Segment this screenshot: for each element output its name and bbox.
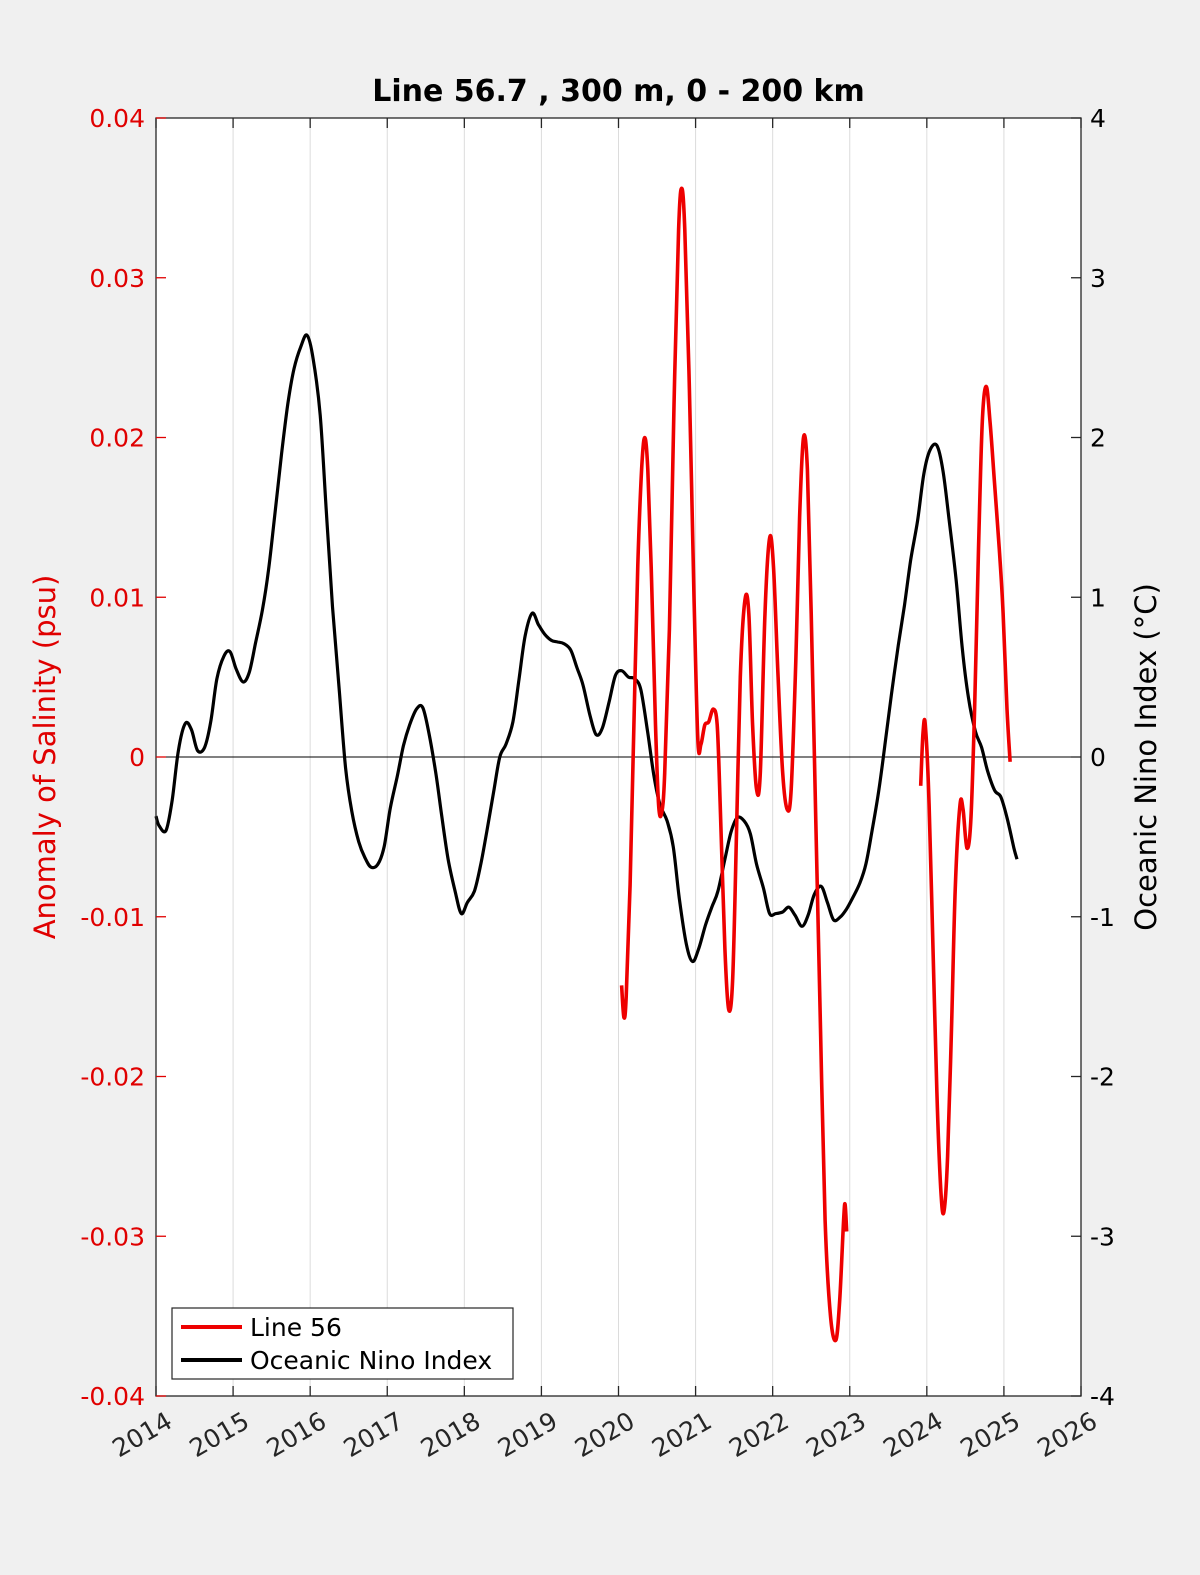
x-tick-label-2017: 2017: [339, 1406, 409, 1463]
x-tick-label-2023: 2023: [801, 1406, 871, 1463]
y-left-tick-label: 0: [129, 743, 145, 772]
legend-box: [171, 1307, 514, 1380]
y-right-tick-label: 0: [1090, 743, 1106, 772]
x-tick-label-2022: 2022: [724, 1406, 794, 1463]
y-right-tick-label: -4: [1090, 1382, 1115, 1411]
series-line-oceanic-nino-index: [154, 333, 1019, 964]
x-tick-label-2016: 2016: [262, 1406, 332, 1463]
y-right-tick-label: 3: [1090, 264, 1106, 293]
y-left-tick-label: -0.01: [80, 903, 145, 932]
y-right-tick-label: 2: [1090, 424, 1106, 453]
y-left-tick-label: 0.01: [89, 583, 145, 612]
x-tick-label-2025: 2025: [955, 1406, 1025, 1463]
x-tick-label-2021: 2021: [647, 1406, 717, 1463]
y-axis-right-label: Oceanic Nino Index (°C): [1129, 583, 1163, 931]
series-layer: [154, 186, 1019, 1343]
y-left-tick-label: 0.02: [89, 424, 145, 453]
x-tick-label-2019: 2019: [493, 1406, 563, 1463]
x-tick-label-2026: 2026: [1032, 1406, 1102, 1463]
y-left-tick-label: -0.03: [80, 1222, 145, 1251]
legend-label-oni: Oceanic Nino Index: [250, 1346, 492, 1375]
series-line-56-segment-0: [619, 186, 849, 1343]
y-left-tick-label: -0.04: [80, 1382, 145, 1411]
x-tick-label-2024: 2024: [878, 1406, 948, 1463]
legend: Line 56 Oceanic Nino Index: [171, 1307, 514, 1380]
y-right-tick-label: -2: [1090, 1063, 1115, 1092]
y-left-tick-label: 0.04: [89, 104, 145, 133]
x-tick-label-2014: 2014: [107, 1406, 177, 1463]
y-right-tick-label: -1: [1090, 903, 1115, 932]
x-tick-label-2015: 2015: [184, 1406, 254, 1463]
chart-title: Line 56.7 , 300 m, 0 - 200 km: [372, 74, 865, 109]
y-right-tick-label: -3: [1090, 1222, 1115, 1251]
y-left-tick-label: -0.02: [80, 1063, 145, 1092]
y-left-tick-label: 0.03: [89, 264, 145, 293]
y-right-tick-label: 4: [1090, 104, 1106, 133]
x-tick-label-2018: 2018: [416, 1406, 486, 1463]
y-right-tick-label: 1: [1090, 583, 1106, 612]
x-tick-label-2020: 2020: [570, 1406, 640, 1463]
y-axis-left-label: Anomaly of Salinity (psu): [28, 575, 62, 940]
series-line-56-segment-1: [918, 384, 1012, 1216]
legend-label-line-56: Line 56: [250, 1313, 342, 1342]
